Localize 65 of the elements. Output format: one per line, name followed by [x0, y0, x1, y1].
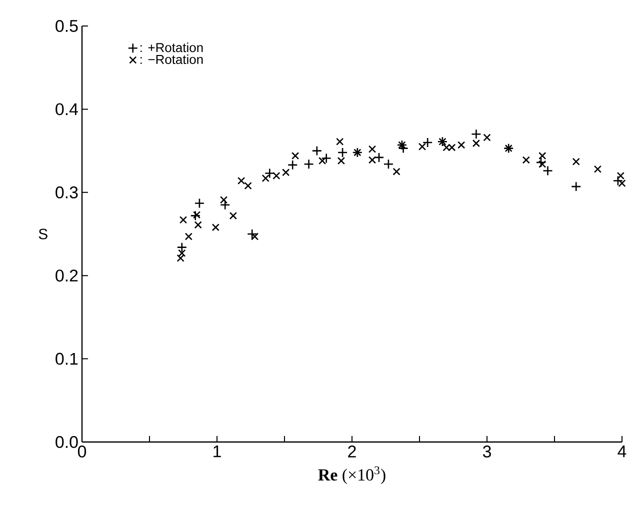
point: [264, 168, 275, 178]
point: [194, 221, 202, 229]
y-tick-label: 0.3: [56, 186, 78, 198]
point: [220, 200, 230, 210]
point: [321, 153, 332, 164]
point: [458, 141, 466, 149]
point: [594, 165, 602, 173]
point: [536, 157, 546, 168]
point: [472, 139, 480, 148]
legend-label: : −Rotation: [140, 54, 203, 64]
point: [374, 152, 384, 163]
x-tick-label: 2: [348, 446, 356, 458]
point: [190, 210, 201, 221]
point: [538, 160, 546, 168]
point: [383, 158, 394, 170]
legend-label: : +Rotation: [140, 42, 203, 52]
point: [336, 138, 344, 146]
point: [176, 254, 184, 262]
point: [178, 249, 186, 257]
point: [272, 172, 280, 180]
point: [418, 142, 426, 150]
x-axis-title: Re (×10$^{3}$): [318, 466, 386, 484]
point: [312, 146, 322, 156]
point: [262, 174, 270, 182]
point: [570, 181, 582, 192]
point: [368, 156, 376, 164]
point: [291, 152, 300, 160]
point: [542, 166, 553, 176]
y-tick-label: 0.1: [56, 352, 78, 365]
y-tick-label: 0.2: [56, 270, 78, 282]
y-axis-title: S: [38, 228, 48, 240]
point: [483, 134, 491, 142]
point: [398, 143, 408, 154]
point: [246, 228, 258, 240]
point: [471, 129, 482, 140]
point: [244, 182, 252, 190]
point: [229, 212, 238, 220]
point: [287, 160, 298, 170]
x-tick-label: 1: [214, 446, 221, 458]
point: [250, 232, 259, 240]
point: [538, 152, 546, 160]
point: [176, 242, 188, 252]
point: [368, 145, 376, 153]
point: [616, 172, 624, 180]
point: [282, 168, 290, 176]
y-tick-label: 0.5: [56, 20, 78, 32]
point: [337, 156, 346, 165]
point: [392, 168, 400, 176]
x-tick-label: 0: [78, 446, 86, 458]
point: [237, 176, 246, 185]
y-tick-label: 0.4: [56, 103, 78, 116]
point: [612, 176, 624, 186]
point: [194, 198, 205, 208]
y-tick-label: 0.0: [56, 436, 78, 448]
point: [337, 147, 348, 158]
x-tick-label: 4: [618, 446, 626, 458]
point: [522, 156, 530, 164]
point: [304, 158, 314, 170]
point: [212, 224, 220, 232]
point: [192, 211, 201, 219]
point: [422, 137, 433, 148]
point: [184, 232, 192, 240]
point: [572, 158, 580, 166]
x-tick-label: 3: [482, 446, 491, 458]
point: [179, 216, 188, 224]
